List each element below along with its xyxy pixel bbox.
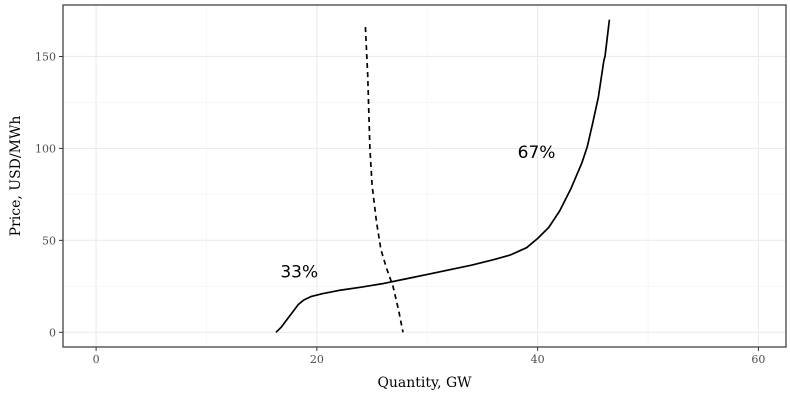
x-tick-label: 60 xyxy=(751,353,765,366)
y-tick-label: 100 xyxy=(35,142,56,155)
grid xyxy=(63,5,786,347)
panel-border xyxy=(62,4,787,348)
ticks: 0 20 40 60 0 50 100 150 xyxy=(35,50,765,366)
y-tick-label: 50 xyxy=(42,234,56,247)
y-tick-label: 150 xyxy=(35,50,56,63)
demand-curve-dashed xyxy=(364,27,404,333)
x-tick-label: 40 xyxy=(531,353,545,366)
series-layer xyxy=(275,19,611,333)
y-axis-title: Price, USD/MWh xyxy=(8,116,24,237)
annotation-label: 33% xyxy=(280,263,318,283)
annotation-label: 67% xyxy=(518,143,556,163)
x-tick-label: 0 xyxy=(93,353,100,366)
y-tick-label: 0 xyxy=(49,326,56,339)
x-tick-label: 20 xyxy=(310,353,324,366)
supply-curve-solid xyxy=(275,19,611,333)
x-axis-title: Quantity, GW xyxy=(377,375,472,391)
annotation-layer: 33% 67% xyxy=(280,143,555,283)
